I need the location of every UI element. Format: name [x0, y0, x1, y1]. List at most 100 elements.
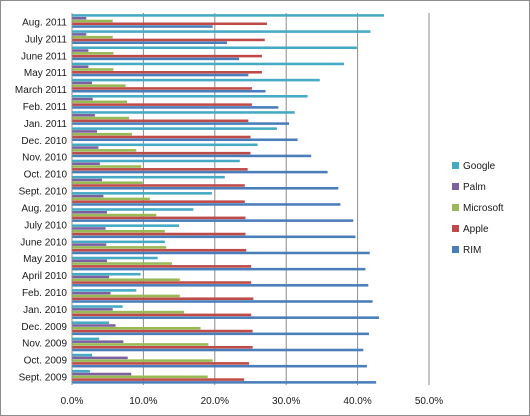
bar-rim — [72, 203, 341, 206]
bar-rim — [72, 154, 312, 158]
bar-google — [72, 208, 194, 211]
legend-swatch-google — [452, 162, 459, 169]
bar-palm — [72, 211, 107, 214]
category-label: Jan. 2011 — [24, 119, 68, 130]
bar-apple — [72, 378, 245, 381]
legend-swatch-rim — [452, 246, 459, 253]
legend: Google Palm Microsoft Apple RIM — [452, 161, 504, 256]
bar-google — [72, 14, 385, 17]
bar-microsoft — [72, 116, 130, 120]
bar-palm — [72, 49, 89, 52]
bar-palm — [72, 308, 113, 311]
bar-microsoft — [72, 278, 180, 282]
bar-palm — [72, 356, 128, 360]
category-label: Nov. 2010 — [22, 153, 67, 164]
bar-palm — [72, 33, 87, 36]
bar-microsoft — [72, 359, 213, 362]
bar-palm — [72, 324, 116, 327]
category-label: June 2011 — [21, 51, 67, 62]
bar-google — [72, 369, 90, 373]
bar-apple — [72, 135, 251, 139]
legend-swatch-microsoft — [452, 204, 459, 211]
bar-google — [72, 111, 295, 114]
bar-apple — [72, 54, 262, 58]
x-tick-label: 30.0% — [272, 396, 300, 407]
bar-apple — [72, 232, 246, 236]
bar-apple — [72, 103, 252, 106]
bar-microsoft — [72, 343, 209, 346]
bar-palm — [72, 162, 100, 166]
x-tick-label: 50.0% — [415, 396, 443, 407]
bar-google — [72, 272, 141, 276]
bar-google — [72, 192, 212, 195]
bar-microsoft — [72, 35, 113, 39]
bar-microsoft — [72, 229, 165, 233]
bar-microsoft — [72, 52, 114, 55]
bar-rim — [72, 41, 227, 44]
bar-apple — [72, 119, 249, 123]
category-label: May 2011 — [24, 68, 68, 79]
bar-palm — [72, 146, 99, 149]
bar-rim — [72, 332, 370, 336]
bar-rim — [72, 122, 290, 125]
bar-microsoft — [72, 132, 132, 136]
legend-label-microsoft: Microsoft — [463, 203, 504, 214]
legend-swatch-palm — [452, 183, 459, 190]
bar-google — [72, 127, 277, 130]
bar-microsoft — [72, 19, 113, 23]
bar-rim — [72, 138, 298, 142]
bar-palm — [72, 130, 97, 133]
bar-microsoft — [72, 68, 114, 71]
category-labels: Aug. 2011 July 2011 June 2011 May 2011 March… — [15, 17, 68, 383]
bar-google — [72, 305, 123, 308]
x-tick-label: 10.0% — [129, 396, 157, 407]
bar-apple — [72, 22, 267, 26]
bar-apple — [72, 248, 247, 252]
category-label: Aug. 2011 — [22, 17, 67, 28]
bar-palm — [72, 243, 107, 246]
bar-google — [72, 78, 320, 82]
bar-microsoft — [72, 84, 126, 87]
bar-microsoft — [72, 100, 127, 104]
bar-apple — [72, 362, 250, 365]
bar-rim — [72, 186, 339, 190]
bar-microsoft — [72, 197, 150, 201]
category-label: April 2010 — [22, 271, 67, 282]
category-label: Sept. 2009 — [19, 373, 68, 384]
bar-rim — [72, 284, 369, 287]
category-label: Sept. 2010 — [19, 187, 68, 198]
bar-rim — [72, 73, 249, 77]
bar-google — [72, 256, 158, 260]
category-label: May 2010 — [23, 254, 67, 265]
category-label: Feb. 2011 — [23, 102, 68, 113]
bar-google — [72, 337, 100, 341]
bar-apple — [72, 38, 265, 42]
bar-google — [72, 95, 308, 98]
bar-rim — [72, 106, 279, 109]
bar-google — [72, 159, 240, 163]
category-label: July 2011 — [25, 34, 68, 45]
bar-apple — [72, 200, 245, 203]
category-label: Dec. 2010 — [21, 136, 67, 147]
x-tick-labels: 0.0% 10.0% 20.0% 30.0% 40.0% 50.0% — [61, 396, 444, 407]
bar-apple — [72, 87, 252, 90]
category-label: March 2011 — [15, 85, 68, 96]
legend-label-google: Google — [463, 161, 496, 172]
bar-palm — [72, 65, 89, 68]
category-label: Oct. 2010 — [24, 170, 68, 181]
bar-google — [72, 46, 357, 50]
bar-google — [72, 62, 345, 66]
bar-rim — [72, 89, 266, 93]
category-label: Nov. 2009 — [22, 339, 67, 350]
bar-apple — [72, 151, 251, 155]
bars — [72, 14, 385, 384]
bar-palm — [72, 372, 132, 376]
bar-rim — [72, 235, 356, 239]
bar-rim — [72, 300, 373, 303]
legend-label-rim: RIM — [463, 245, 481, 256]
bar-google — [72, 224, 180, 227]
bar-palm — [72, 178, 102, 182]
category-label: Oct. 2009 — [24, 356, 68, 367]
